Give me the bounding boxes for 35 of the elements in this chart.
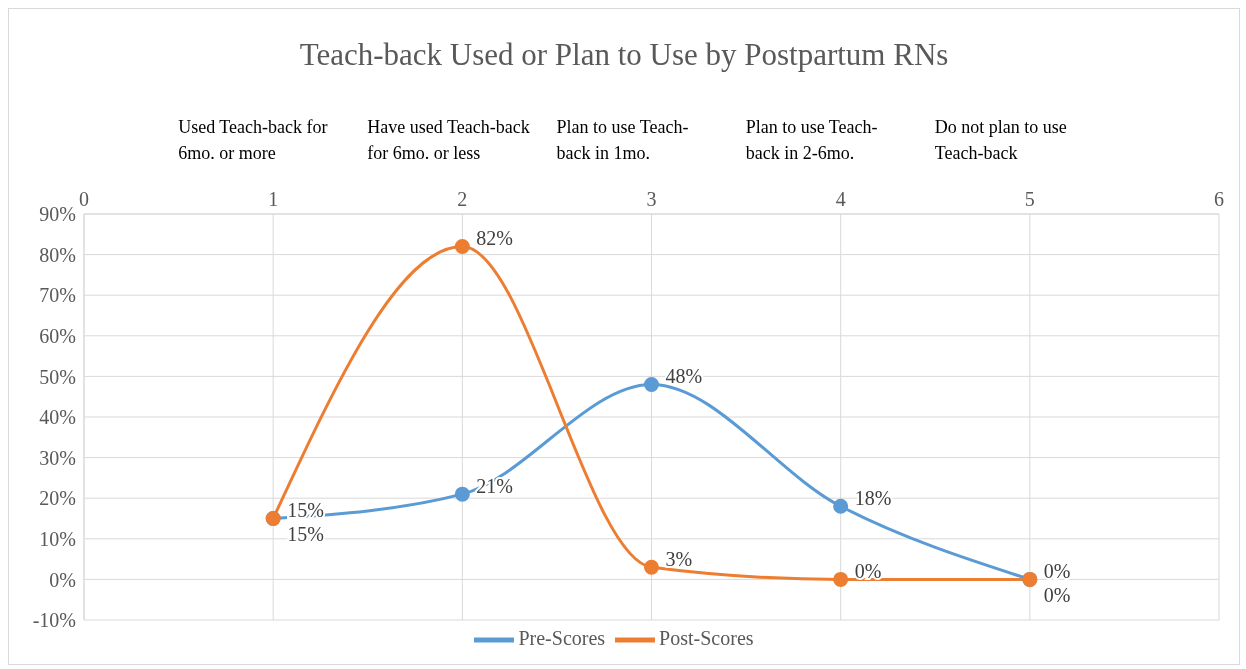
- y-tick-label: -10%: [32, 609, 76, 632]
- data-label: 0%: [1043, 583, 1071, 606]
- data-label: 21%: [476, 474, 514, 497]
- y-tick-label: 50%: [39, 365, 76, 388]
- y-tick-label: 60%: [39, 324, 76, 347]
- data-label: 3%: [665, 547, 693, 570]
- chart-title: Teach-back Used or Plan to Use by Postpartum RNs: [298, 37, 950, 73]
- text: Used Teach-back for 6mo. or more: [178, 116, 329, 165]
- legend-label: Pre-Scores: [518, 626, 606, 649]
- text: Do not plan to use Teach-back: [934, 116, 1068, 165]
- x-tick-label: 0: [79, 188, 89, 210]
- x-tick-label: 6: [1214, 188, 1224, 210]
- y-tick-label: 90%: [39, 203, 76, 226]
- x-tick-label: 3: [646, 188, 657, 210]
- data-label: 82%: [476, 227, 514, 250]
- x-tick-label: 2: [457, 188, 468, 210]
- data-label: 0%: [1043, 559, 1071, 582]
- x-tick-label: 4: [835, 188, 846, 210]
- y-tick-label: 80%: [39, 243, 76, 266]
- y-tick-label: 70%: [39, 284, 76, 307]
- x-tick-label: 1: [268, 188, 279, 210]
- y-tick-label: 10%: [39, 527, 76, 550]
- text: Have used Teach-back for 6mo. or less: [367, 116, 531, 165]
- x-tick-label: 5: [1024, 188, 1035, 210]
- data-label: 18%: [854, 486, 892, 509]
- y-tick-label: 20%: [39, 487, 76, 510]
- data-label: 15%: [287, 523, 324, 546]
- y-tick-label: 30%: [39, 446, 76, 469]
- legend-label: Post-Scores: [659, 626, 754, 649]
- y-tick-label: 0%: [49, 568, 76, 591]
- text: Plan to use Teach-back in 2-6mo.: [745, 116, 879, 165]
- text: Plan to use Teach-back in 1mo.: [556, 116, 690, 165]
- data-label: 48%: [665, 365, 703, 388]
- data-label: 0%: [854, 559, 882, 582]
- y-tick-label: 40%: [39, 406, 76, 429]
